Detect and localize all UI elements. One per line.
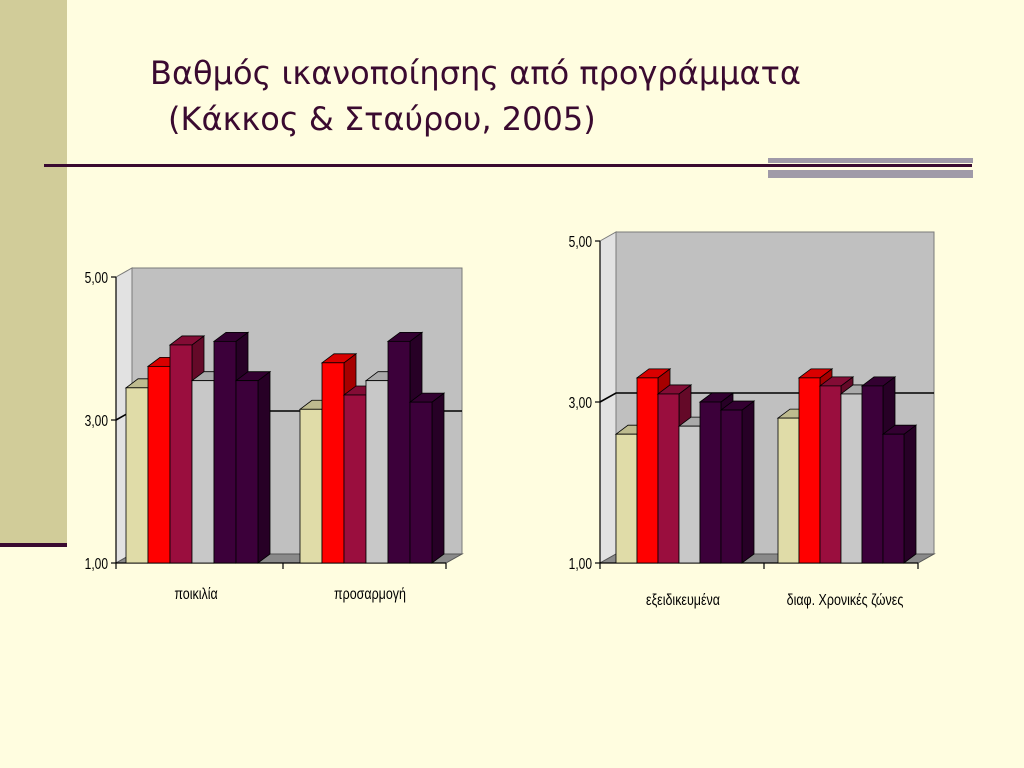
left-decor-line xyxy=(0,543,67,547)
y-tick-label: 5,00 xyxy=(85,268,108,286)
title-rule-accent-bar xyxy=(768,170,973,178)
bar xyxy=(235,380,259,564)
y-tick-label: 1,00 xyxy=(569,554,592,572)
bar xyxy=(882,433,905,564)
y-tick-label: 3,00 xyxy=(85,411,108,429)
bar xyxy=(798,377,821,564)
bar xyxy=(615,433,638,564)
bar xyxy=(678,425,701,564)
category-label: ποικιλία xyxy=(174,586,217,604)
category-label: προσαρμογή xyxy=(334,586,406,604)
bar-side xyxy=(741,400,755,564)
category-label: διαφ. Χρονικές ζώνες xyxy=(787,592,904,610)
title-rule-accent xyxy=(768,158,973,163)
y-tick-label: 1,00 xyxy=(85,554,108,572)
bar xyxy=(699,401,722,564)
bar xyxy=(777,417,800,564)
bar xyxy=(720,409,743,564)
bar xyxy=(861,385,884,564)
bar xyxy=(819,385,842,564)
category-label: εξειδικευμένα xyxy=(646,592,720,610)
bar xyxy=(657,393,680,564)
bar xyxy=(409,401,433,564)
title-line-1: Βαθμός ικανοποίησης από προγράμματα xyxy=(150,54,801,92)
title-rule xyxy=(44,164,972,167)
bar xyxy=(840,393,863,564)
bar xyxy=(636,377,659,564)
y-tick-label: 3,00 xyxy=(569,393,592,411)
y-tick-label: 5,00 xyxy=(569,232,592,250)
left-decor-band xyxy=(0,0,67,546)
title-line-2: (Κάκκος & Σταύρου, 2005) xyxy=(168,100,596,138)
slide-title: Βαθμός ικανοποίησης από προγράμματα (Κάκ… xyxy=(150,50,801,142)
bar-side xyxy=(903,424,917,564)
